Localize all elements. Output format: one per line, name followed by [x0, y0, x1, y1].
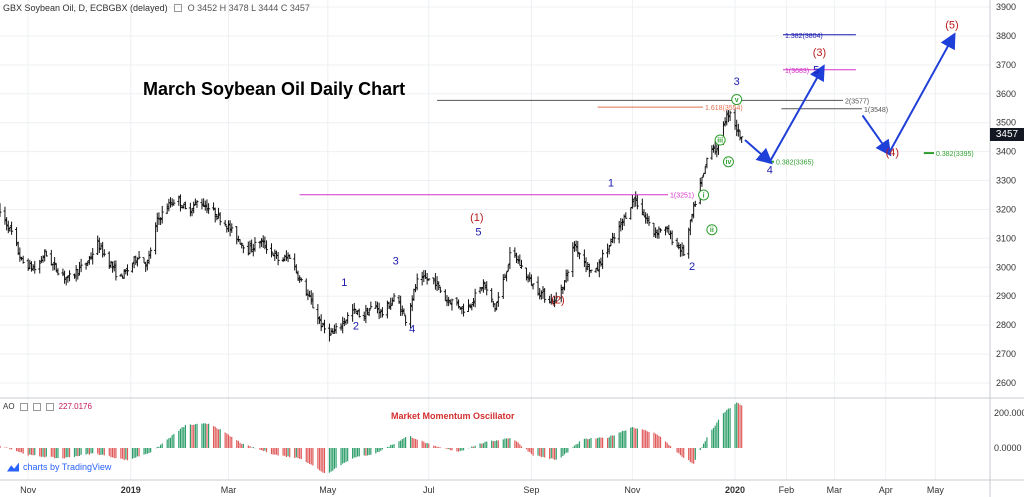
wave-label: (2): [551, 294, 564, 306]
subwave-label: i: [703, 193, 705, 200]
wave-label: 3: [734, 76, 740, 88]
subwave-label: iii: [717, 138, 723, 145]
projection-arrow: [888, 32, 956, 154]
wave-label: 1: [608, 177, 614, 189]
price-tick-label: 2800: [996, 320, 1016, 330]
time-tick-label: 2020: [725, 485, 745, 495]
subwave-label: ii: [710, 227, 714, 234]
wave-label: (5): [945, 20, 958, 32]
subwave-marker: [698, 189, 710, 201]
eye-icon[interactable]: [19, 402, 28, 411]
subwave-marker: [706, 224, 718, 236]
wave-label: (1): [470, 212, 483, 224]
wave-label: 3: [393, 255, 399, 267]
time-tick-label: Mar: [827, 485, 843, 495]
wave-label: (4): [886, 147, 899, 159]
ohlc-values: O 3452 H 3478 L 3444 C 3457: [187, 3, 310, 13]
subwave-marker: [714, 134, 726, 146]
price-tick-label: 3100: [996, 233, 1016, 243]
price-tick-label: 3800: [996, 31, 1016, 41]
wave-label: (3): [813, 47, 826, 59]
price-tick-label: 3600: [996, 89, 1016, 99]
tradingview-watermark[interactable]: charts by TradingView: [7, 462, 111, 472]
time-tick-label: Feb: [779, 485, 795, 495]
price-tick-label: 3400: [996, 147, 1016, 157]
last-price-badge: 3457: [990, 128, 1024, 141]
fib-level-label: 1(3251): [670, 193, 694, 200]
fib-level-label: 0.382(3365): [776, 160, 814, 167]
watermark-text: charts by TradingView: [23, 462, 112, 472]
price-tick-label: 3000: [996, 262, 1016, 272]
wave-label: 5: [813, 65, 819, 77]
price-tick-label: 3900: [996, 2, 1016, 12]
oscillator-title: Market Momentum Oscillator: [391, 411, 515, 421]
price-tick-label: 2700: [996, 349, 1016, 359]
wave-label: 1: [341, 277, 347, 289]
time-tick-label: Apr: [879, 485, 893, 495]
fib-level-label: 1.382(3804): [785, 33, 823, 40]
chart-title: March Soybean Oil Daily Chart: [143, 79, 406, 99]
subwave-marker: [731, 94, 743, 106]
settings-icon[interactable]: [32, 402, 41, 411]
wave-label: 4: [409, 323, 415, 335]
time-tick-label: Mar: [221, 485, 237, 495]
fib-level-label: 0.382(3395): [936, 151, 974, 158]
oscillator-name[interactable]: AO: [3, 402, 15, 411]
subwave-label: iv: [726, 159, 732, 166]
fib-level-label: 1.618(3554): [705, 105, 743, 112]
subwave-marker: [722, 156, 734, 168]
oscillator-tick-label: 200.0000: [994, 408, 1024, 418]
time-tick-label: Sep: [523, 485, 539, 495]
price-tick-label: 3500: [996, 118, 1016, 128]
price-tick-label: 3300: [996, 176, 1016, 186]
symbol-label[interactable]: GBX Soybean Oil, D, ECBGBX (delayed): [3, 3, 168, 13]
tradingview-logo-icon: [7, 462, 19, 472]
settings-icon[interactable]: [173, 4, 182, 12]
projection-arrow: [744, 139, 773, 165]
close-icon[interactable]: [45, 402, 54, 411]
projection-arrow: [768, 64, 825, 163]
wave-label: 2: [353, 320, 359, 332]
fib-level-label: 2(3577): [845, 98, 869, 105]
subwave-label: v: [735, 97, 739, 104]
price-tick-label: 3200: [996, 204, 1016, 214]
oscillator-header: AO 227.0176: [3, 402, 92, 411]
symbol-header: GBX Soybean Oil, D, ECBGBX (delayed) O 3…: [0, 0, 423, 16]
time-tick-label: Nov: [20, 485, 37, 495]
oscillator-tick-label: 0.0000: [994, 443, 1022, 453]
price-tick-label: 2600: [996, 378, 1016, 388]
oscillator-value: 227.0176: [58, 402, 92, 411]
time-tick-label: May: [319, 485, 337, 495]
time-tick-label: Jul: [423, 485, 435, 495]
time-tick-label: Nov: [624, 485, 641, 495]
price-tick-label: 2900: [996, 291, 1016, 301]
projection-arrow: [861, 114, 892, 157]
wave-label: 4: [767, 164, 773, 176]
fib-level-label: 1(3683): [785, 68, 809, 75]
time-tick-label: May: [927, 485, 945, 495]
price-tick-label: 3700: [996, 60, 1016, 70]
wave-label: 5: [475, 226, 481, 238]
fib-level-label: 1(3548): [864, 107, 888, 114]
time-tick-label: 2019: [121, 485, 141, 495]
wave-label: 2: [689, 261, 695, 273]
